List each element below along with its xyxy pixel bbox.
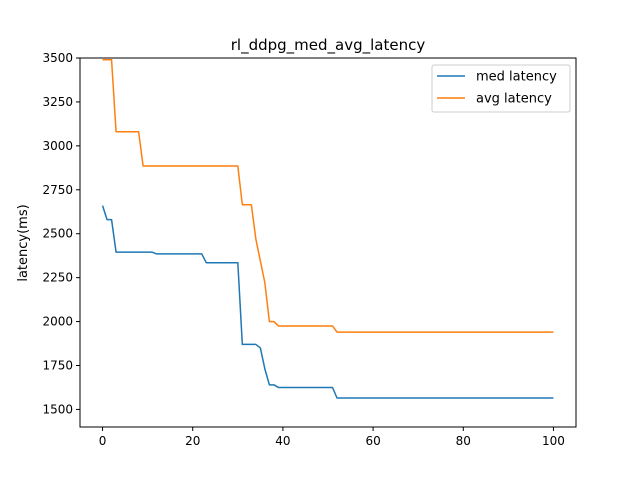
- y-axis: 1500 1750 2000 2250 2500 2750 3000 3250 3500: [42, 51, 80, 416]
- x-tick-label: 80: [456, 434, 471, 448]
- y-tick-label: 3000: [42, 139, 73, 153]
- y-tick-label: 1500: [42, 402, 73, 416]
- legend: med latency avg latency: [431, 64, 571, 113]
- y-tick-label: 2750: [42, 183, 73, 197]
- y-tick-label: 2500: [42, 227, 73, 241]
- y-tick-label: 3250: [42, 95, 73, 109]
- legend-label: avg latency: [476, 92, 552, 107]
- legend-box: [431, 64, 571, 113]
- y-tick-label: 2250: [42, 271, 73, 285]
- x-tick-label: 60: [365, 434, 380, 448]
- x-tick-label: 20: [185, 434, 200, 448]
- series-layer: [101, 59, 554, 399]
- x-axis: 0 20 40 60 80 100: [99, 427, 565, 448]
- y-axis-label: latency(ms): [16, 204, 31, 281]
- chart-title: rl_ddpg_med_avg_latency: [231, 36, 426, 55]
- x-tick-label: 0: [99, 434, 107, 448]
- axes-frame: [79, 57, 577, 428]
- y-tick-label: 2000: [42, 315, 73, 329]
- x-tick-label: 100: [542, 434, 565, 448]
- x-tick-label: 40: [275, 434, 290, 448]
- y-tick-label: 1750: [42, 359, 73, 373]
- legend-label: med latency: [476, 70, 557, 85]
- y-tick-label: 3500: [42, 51, 73, 65]
- series-line-avg-latency: [102, 59, 554, 333]
- plot-area: [79, 57, 577, 428]
- series-line-med-latency: [101, 205, 554, 399]
